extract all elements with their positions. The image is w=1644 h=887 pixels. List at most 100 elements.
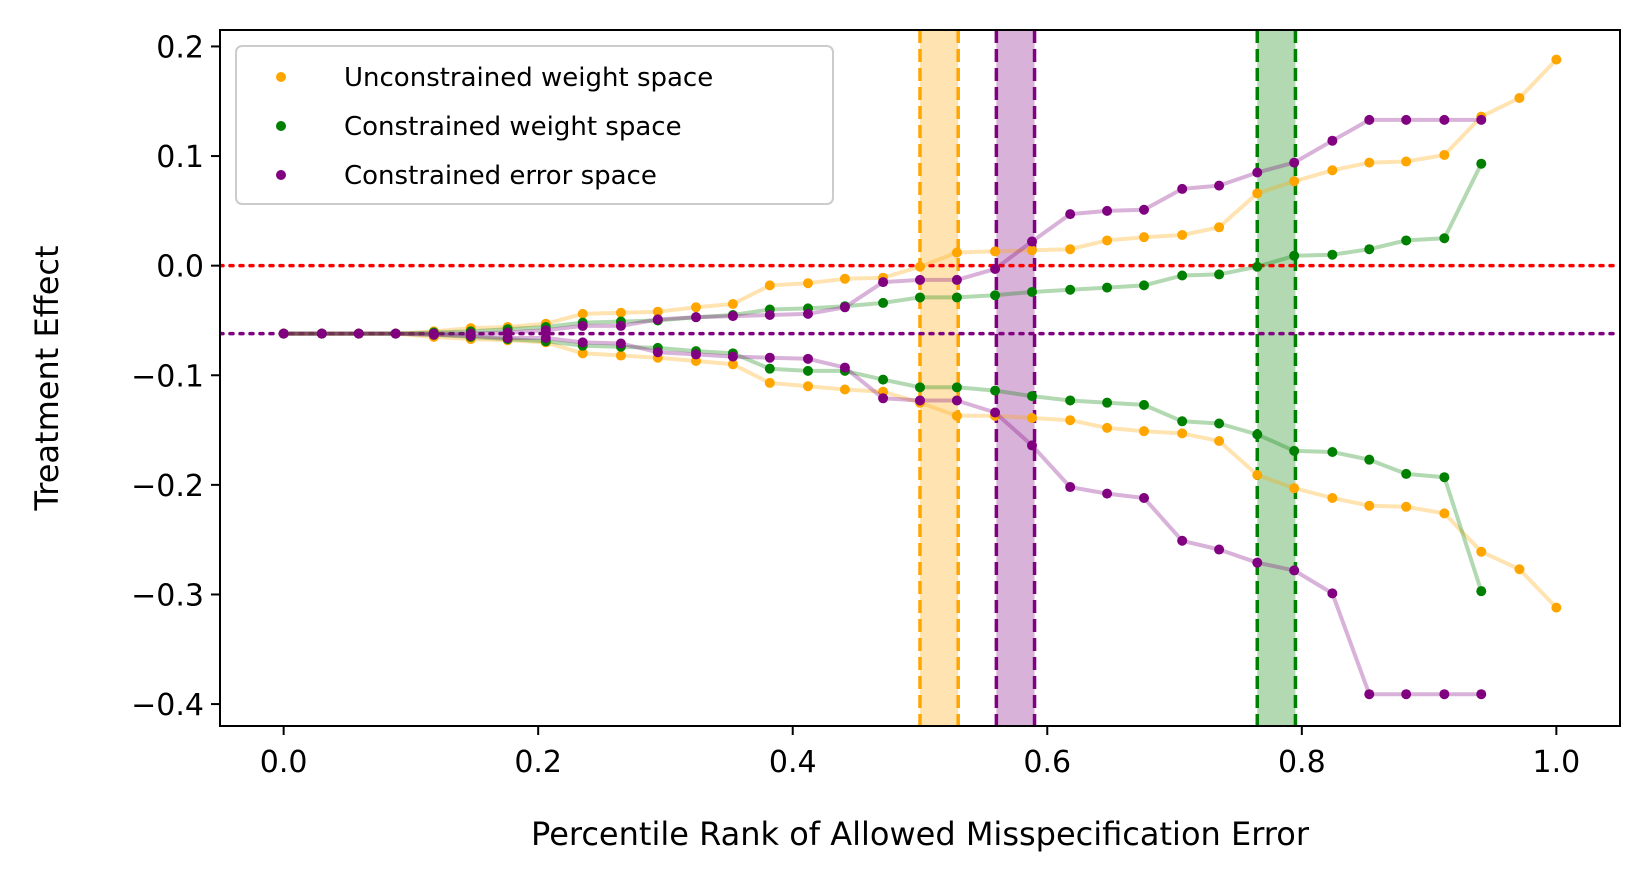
point-unconstrained-weight-space-upper-34 [1551,54,1562,65]
point-constrained-weight-space-lower-26 [1252,429,1263,440]
point-unconstrained-weight-space-upper-22 [1102,235,1113,246]
band-constrained-error-space [996,30,1035,726]
point-unconstrained-weight-space-lower-27 [1289,483,1300,494]
point-unconstrained-weight-space-upper-29 [1364,157,1375,168]
point-constrained-weight-space-lower-13 [764,363,775,374]
point-constrained-weight-space-lower-32 [1476,586,1487,597]
legend-marker-unconstrained [276,72,286,82]
point-constrained-error-space-lower-28 [1327,588,1338,599]
y-tick-label-4: −0.2 [131,469,204,504]
point-unconstrained-weight-space-upper-18 [951,247,962,258]
point-constrained-weight-space-lower-19 [990,385,1001,396]
x-tick-label-5: 1.0 [1533,745,1581,780]
point-constrained-error-space-lower-30 [1401,689,1412,700]
point-constrained-error-space-upper-7 [540,325,551,336]
point-constrained-error-space-upper-29 [1364,114,1375,125]
point-constrained-error-space-upper-26 [1252,167,1263,178]
point-unconstrained-weight-space-upper-11 [691,302,701,313]
point-unconstrained-weight-space-upper-21 [1065,244,1076,255]
point-constrained-weight-space-upper-22 [1102,282,1113,293]
point-unconstrained-weight-space-lower-28 [1327,493,1338,504]
point-constrained-error-space-upper-19 [990,263,1001,274]
point-constrained-error-space-lower-27 [1289,565,1300,576]
point-unconstrained-weight-space-upper-24 [1177,229,1188,240]
point-constrained-error-space-upper-9 [615,320,626,331]
point-constrained-weight-space-lower-31 [1439,472,1450,483]
point-unconstrained-weight-space-upper-30 [1401,156,1412,167]
point-constrained-error-space-lower-0 [278,328,289,339]
point-constrained-error-space-lower-5 [465,330,476,341]
point-constrained-weight-space-lower-20 [1027,391,1037,402]
point-constrained-error-space-upper-15 [839,302,850,313]
point-unconstrained-weight-space-upper-10 [652,306,663,317]
point-constrained-error-space-upper-32 [1476,114,1487,125]
point-constrained-error-space-lower-18 [951,395,962,406]
point-unconstrained-weight-space-lower-13 [764,377,775,388]
point-constrained-error-space-lower-11 [691,349,701,360]
point-constrained-error-space-lower-12 [727,351,738,362]
point-constrained-weight-space-lower-28 [1327,446,1338,457]
point-unconstrained-weight-space-upper-23 [1139,232,1149,243]
x-tick-label-0: 0.0 [260,745,308,780]
point-constrained-error-space-lower-22 [1102,488,1113,499]
point-constrained-weight-space-lower-18 [951,382,962,393]
y-tick-label-0: 0.2 [156,30,204,65]
point-constrained-weight-space-upper-30 [1401,235,1412,246]
point-constrained-error-space-upper-17 [915,274,925,285]
point-unconstrained-weight-space-upper-19 [990,246,1001,257]
y-axis-label: Treatment Effect [28,245,66,511]
point-constrained-weight-space-upper-23 [1139,280,1149,291]
point-unconstrained-weight-space-lower-14 [803,381,813,392]
point-unconstrained-weight-space-lower-20 [1027,413,1037,424]
point-constrained-weight-space-upper-31 [1439,233,1450,244]
point-unconstrained-weight-space-lower-15 [839,384,850,395]
point-constrained-error-space-upper-23 [1139,204,1149,215]
point-constrained-error-space-lower-31 [1439,689,1450,700]
point-constrained-weight-space-upper-25 [1214,269,1225,280]
point-unconstrained-weight-space-upper-8 [577,308,588,319]
point-constrained-weight-space-lower-21 [1065,395,1076,406]
point-constrained-weight-space-upper-21 [1065,284,1076,295]
point-constrained-error-space-lower-8 [577,337,588,348]
point-constrained-error-space-lower-4 [428,329,439,340]
point-constrained-weight-space-upper-17 [915,292,925,303]
point-constrained-weight-space-upper-32 [1476,158,1487,169]
point-constrained-error-space-upper-10 [652,314,663,325]
point-constrained-error-space-upper-13 [764,309,775,320]
legend-box [235,45,834,205]
y-tick-label-6: −0.4 [131,688,204,723]
point-constrained-weight-space-upper-18 [951,292,962,303]
point-constrained-weight-space-lower-14 [803,365,813,376]
x-tick-label-4: 0.8 [1278,745,1326,780]
series-constrained-error-space [278,114,1487,700]
point-constrained-error-space-upper-27 [1289,157,1300,168]
point-constrained-error-space-lower-1 [316,328,327,339]
point-constrained-error-space-lower-16 [878,393,889,404]
point-constrained-weight-space-upper-19 [990,290,1001,301]
point-constrained-error-space-lower-13 [764,352,775,363]
legend-label-constrained-weight: Constrained weight space [344,112,682,142]
y-tick-label-3: −0.1 [131,359,204,394]
series-layer [278,54,1562,700]
point-unconstrained-weight-space-upper-27 [1289,176,1300,187]
point-constrained-error-space-lower-20 [1027,440,1037,451]
point-constrained-weight-space-upper-27 [1289,250,1300,261]
point-constrained-weight-space-lower-16 [878,374,889,385]
point-constrained-error-space-lower-26 [1252,557,1263,568]
point-unconstrained-weight-space-lower-22 [1102,422,1113,433]
point-constrained-error-space-upper-8 [577,320,588,331]
y-tick-label-5: −0.3 [131,578,204,613]
point-unconstrained-weight-space-lower-33 [1514,564,1525,575]
point-constrained-weight-space-lower-29 [1364,454,1375,465]
point-constrained-error-space-upper-24 [1177,183,1188,194]
point-unconstrained-weight-space-upper-26 [1252,188,1263,199]
point-unconstrained-weight-space-upper-17 [915,261,925,272]
point-unconstrained-weight-space-lower-8 [577,348,588,359]
point-constrained-weight-space-lower-30 [1401,468,1412,479]
point-constrained-error-space-upper-28 [1327,135,1338,146]
point-unconstrained-weight-space-upper-31 [1439,149,1450,160]
point-constrained-error-space-upper-12 [727,311,738,322]
point-constrained-error-space-lower-24 [1177,535,1188,546]
